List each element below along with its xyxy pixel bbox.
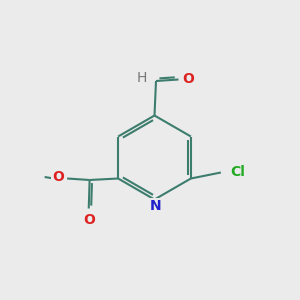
Text: N: N bbox=[149, 199, 161, 213]
Text: O: O bbox=[83, 213, 95, 227]
Text: H: H bbox=[136, 71, 147, 85]
Text: Cl: Cl bbox=[230, 165, 245, 179]
Text: O: O bbox=[52, 170, 64, 184]
Text: O: O bbox=[182, 72, 194, 86]
